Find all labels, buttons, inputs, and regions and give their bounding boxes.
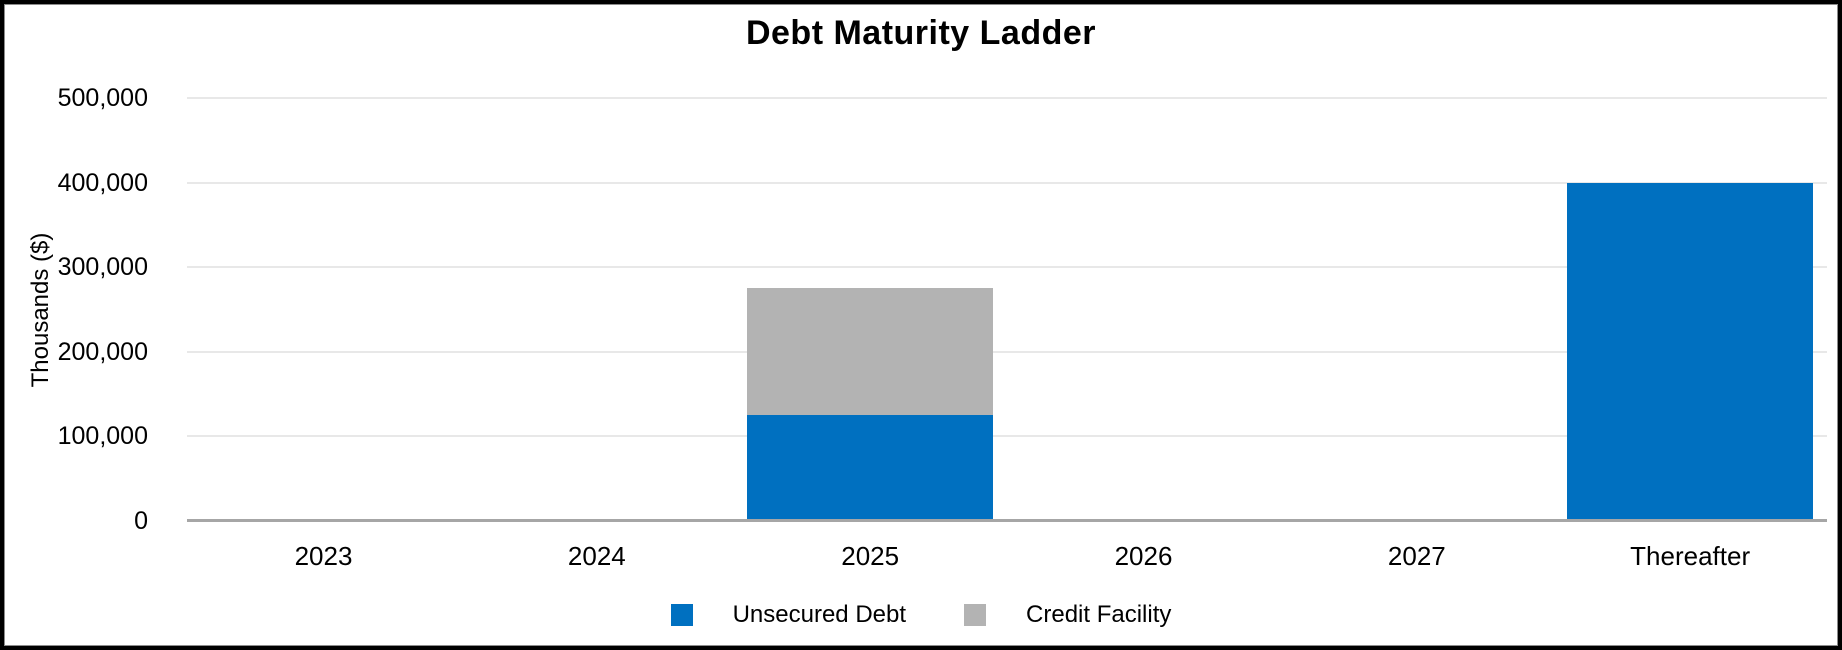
- bar-unsecured-debt-2025: [747, 415, 994, 521]
- legend-swatch-unsecured-debt: [670, 604, 693, 626]
- x-tick-label-2024: 2024: [567, 541, 626, 571]
- gridline-500000: [187, 97, 1827, 99]
- legend-item-credit-facility: Credit Facility: [964, 601, 1171, 629]
- gridline-400000: [187, 181, 1827, 184]
- x-tick-label-thereafter: Thereafter: [1630, 541, 1751, 571]
- legend: Unsecured Debt Credit Facility: [4, 601, 1838, 629]
- legend-item-unsecured-debt: Unsecured Debt: [670, 601, 907, 629]
- x-tick-label-2027: 2027: [1387, 541, 1446, 571]
- gridline-200000: [187, 350, 1827, 353]
- legend-label-credit-facility: Credit Facility: [1026, 601, 1172, 628]
- legend-label-unsecured-debt: Unsecured Debt: [732, 601, 907, 628]
- y-tick-label-200000: 200,000: [57, 337, 148, 366]
- y-tick-label-0: 0: [134, 507, 148, 535]
- y-axis-title: Thousands ($): [27, 232, 54, 388]
- gridline-300000: [187, 266, 1827, 269]
- y-tick-label-300000: 300,000: [57, 253, 148, 282]
- bar-credit-facility-2025: [747, 288, 994, 416]
- x-tick-label-2023: 2023: [294, 541, 353, 571]
- bar-unsecured-debt-thereafter: [1567, 182, 1814, 521]
- chart-title: Debt Maturity Ladder: [745, 14, 1097, 52]
- x-tick-label-2025: 2025: [841, 541, 900, 571]
- plot-area: [187, 97, 1827, 521]
- gridline-100000: [187, 435, 1827, 438]
- x-tick-label-2026: 2026: [1114, 541, 1173, 571]
- y-tick-label-100000: 100,000: [57, 422, 148, 451]
- x-axis-line: [187, 519, 1827, 522]
- legend-swatch-credit-facility: [964, 604, 987, 626]
- y-tick-label-500000: 500,000: [57, 84, 148, 112]
- y-tick-label-400000: 400,000: [57, 168, 148, 197]
